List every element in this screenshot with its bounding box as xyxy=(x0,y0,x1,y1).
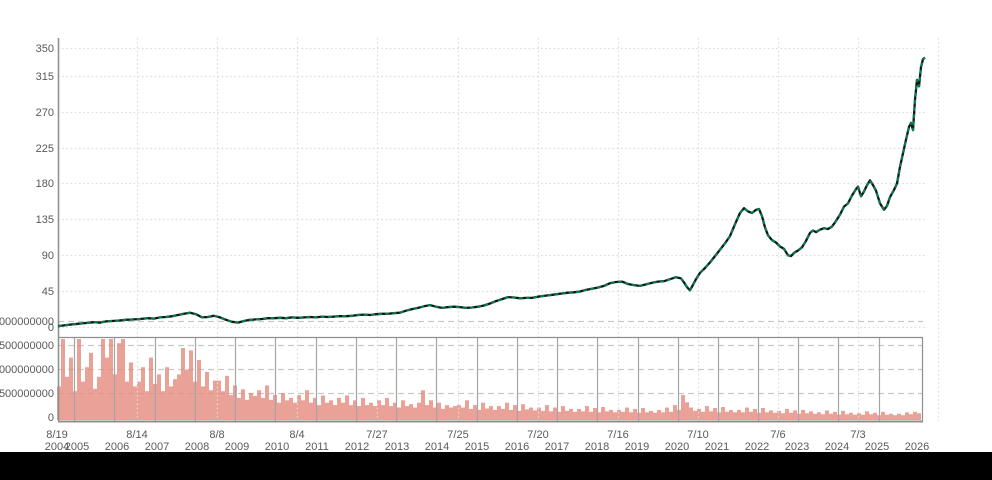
svg-text:315: 315 xyxy=(36,71,54,83)
svg-text:7/10: 7/10 xyxy=(687,429,708,441)
axis-and-pane-borders xyxy=(57,38,924,423)
svg-text:2025: 2025 xyxy=(865,441,889,452)
svg-text:2017: 2017 xyxy=(545,441,569,452)
svg-text:500000000: 500000000 xyxy=(0,340,54,352)
svg-text:2021: 2021 xyxy=(705,441,729,452)
svg-text:2007: 2007 xyxy=(145,441,169,452)
svg-text:2012: 2012 xyxy=(345,441,369,452)
svg-text:270: 270 xyxy=(36,107,54,119)
svg-text:2008: 2008 xyxy=(185,441,209,452)
svg-text:350: 350 xyxy=(36,43,54,55)
svg-text:0: 0 xyxy=(48,412,54,424)
svg-text:500000000: 500000000 xyxy=(0,388,54,400)
svg-text:2022: 2022 xyxy=(745,441,769,452)
svg-text:90: 90 xyxy=(42,250,54,262)
svg-text:2015: 2015 xyxy=(465,441,489,452)
svg-text:7/3: 7/3 xyxy=(850,429,865,441)
svg-text:8/14: 8/14 xyxy=(126,429,147,441)
svg-text:45: 45 xyxy=(42,286,54,298)
svg-text:2004: 2004 xyxy=(45,441,69,452)
price-volume-chart[interactable]: 350 315 270 225 180 135 90 45 0 000000000 5000000… xyxy=(0,0,992,453)
svg-text:2011: 2011 xyxy=(305,441,329,452)
price-line xyxy=(57,56,926,328)
svg-text:2009: 2009 xyxy=(225,441,249,452)
volume-bars xyxy=(57,339,921,420)
svg-text:7/27: 7/27 xyxy=(366,429,387,441)
svg-text:180: 180 xyxy=(36,178,54,190)
svg-text:8/4: 8/4 xyxy=(289,429,304,441)
svg-text:2020: 2020 xyxy=(665,441,689,452)
svg-text:2024: 2024 xyxy=(825,441,849,452)
svg-text:2018: 2018 xyxy=(585,441,609,452)
svg-text:2010: 2010 xyxy=(265,441,289,452)
svg-text:2013: 2013 xyxy=(385,441,409,452)
chart-canvas[interactable]: 350 315 270 225 180 135 90 45 0 000000000 5000000… xyxy=(0,0,992,453)
svg-text:2026: 2026 xyxy=(905,441,929,452)
dotted-vertical-gridlines xyxy=(136,38,940,421)
bottom-black-bar xyxy=(0,452,992,480)
svg-text:8/19: 8/19 xyxy=(46,429,67,441)
svg-text:8/8: 8/8 xyxy=(209,429,224,441)
svg-text:2014: 2014 xyxy=(425,441,449,452)
svg-text:2005: 2005 xyxy=(65,441,89,452)
svg-text:000000000: 000000000 xyxy=(0,364,54,376)
price-axis-labels: 350 315 270 225 180 135 90 45 0 xyxy=(36,43,54,334)
year-gridlines xyxy=(73,337,881,421)
svg-text:000000000: 000000000 xyxy=(0,316,54,328)
date-axis-labels: 8/19 8/14 8/8 8/4 7/27 7/25 7/20 7/16 7/10 7/6 7/3 xyxy=(46,429,865,441)
svg-text:2019: 2019 xyxy=(625,441,649,452)
svg-text:2023: 2023 xyxy=(785,441,809,452)
svg-text:135: 135 xyxy=(36,214,54,226)
volume-axis-labels: 000000000 500000000 000000000 500000000 0 xyxy=(0,316,54,424)
dotted-price-gridlines xyxy=(58,47,925,329)
svg-text:7/6: 7/6 xyxy=(770,429,785,441)
svg-text:0: 0 xyxy=(48,322,54,334)
svg-text:7/20: 7/20 xyxy=(527,429,548,441)
svg-text:2006: 2006 xyxy=(105,441,129,452)
svg-text:2016: 2016 xyxy=(505,441,529,452)
svg-text:7/16: 7/16 xyxy=(607,429,628,441)
svg-text:225: 225 xyxy=(36,143,54,155)
svg-text:7/25: 7/25 xyxy=(447,429,468,441)
